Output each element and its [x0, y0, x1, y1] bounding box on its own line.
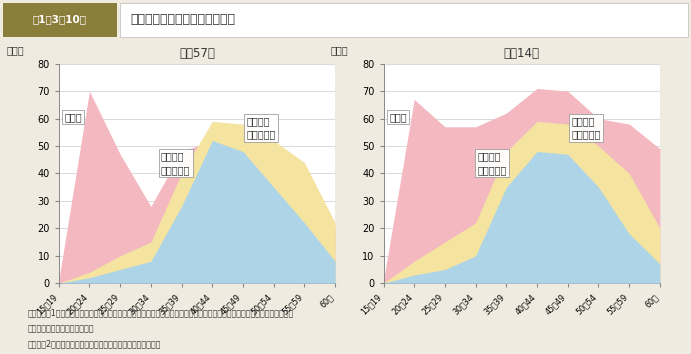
Text: 有配偶・
子どもあり: 有配偶・ 子どもあり: [161, 152, 191, 175]
Text: 無配偶: 無配偶: [64, 112, 82, 122]
Text: （％）: （％）: [331, 45, 349, 55]
Text: 有配偶・
子どもなし: 有配偶・ 子どもなし: [571, 116, 601, 139]
Title: 平成14年: 平成14年: [504, 47, 540, 60]
Text: 有配偶・
子どもあり: 有配偶・ 子どもあり: [477, 152, 507, 175]
FancyBboxPatch shape: [120, 3, 688, 36]
Text: 第1－3－10図: 第1－3－10図: [32, 15, 87, 24]
Text: （備考）、1．総務省「就業構造基本調査」より，少子化と男女共同参画に関する専門調査会委員武石恵美子氏（法政大学）: （備考）、1．総務省「就業構造基本調査」より，少子化と男女共同参画に関する専門調…: [28, 308, 294, 317]
Text: （％）: （％）: [6, 45, 24, 55]
Text: 無配偶: 無配偶: [389, 112, 407, 122]
Text: による特別集計。: による特別集計。: [28, 324, 94, 333]
Title: 昭和57年: 昭和57年: [179, 47, 215, 60]
Text: 女性の家族関係別にみた有業率: 女性の家族関係別にみた有業率: [131, 13, 236, 26]
FancyBboxPatch shape: [3, 3, 117, 36]
Text: 2．「無配偶」は，子どもありと子どもなしを含む。: 2．「無配偶」は，子どもありと子どもなしを含む。: [28, 340, 161, 349]
Text: 有配偶・
子どもなし: 有配偶・ 子どもなし: [247, 116, 276, 139]
